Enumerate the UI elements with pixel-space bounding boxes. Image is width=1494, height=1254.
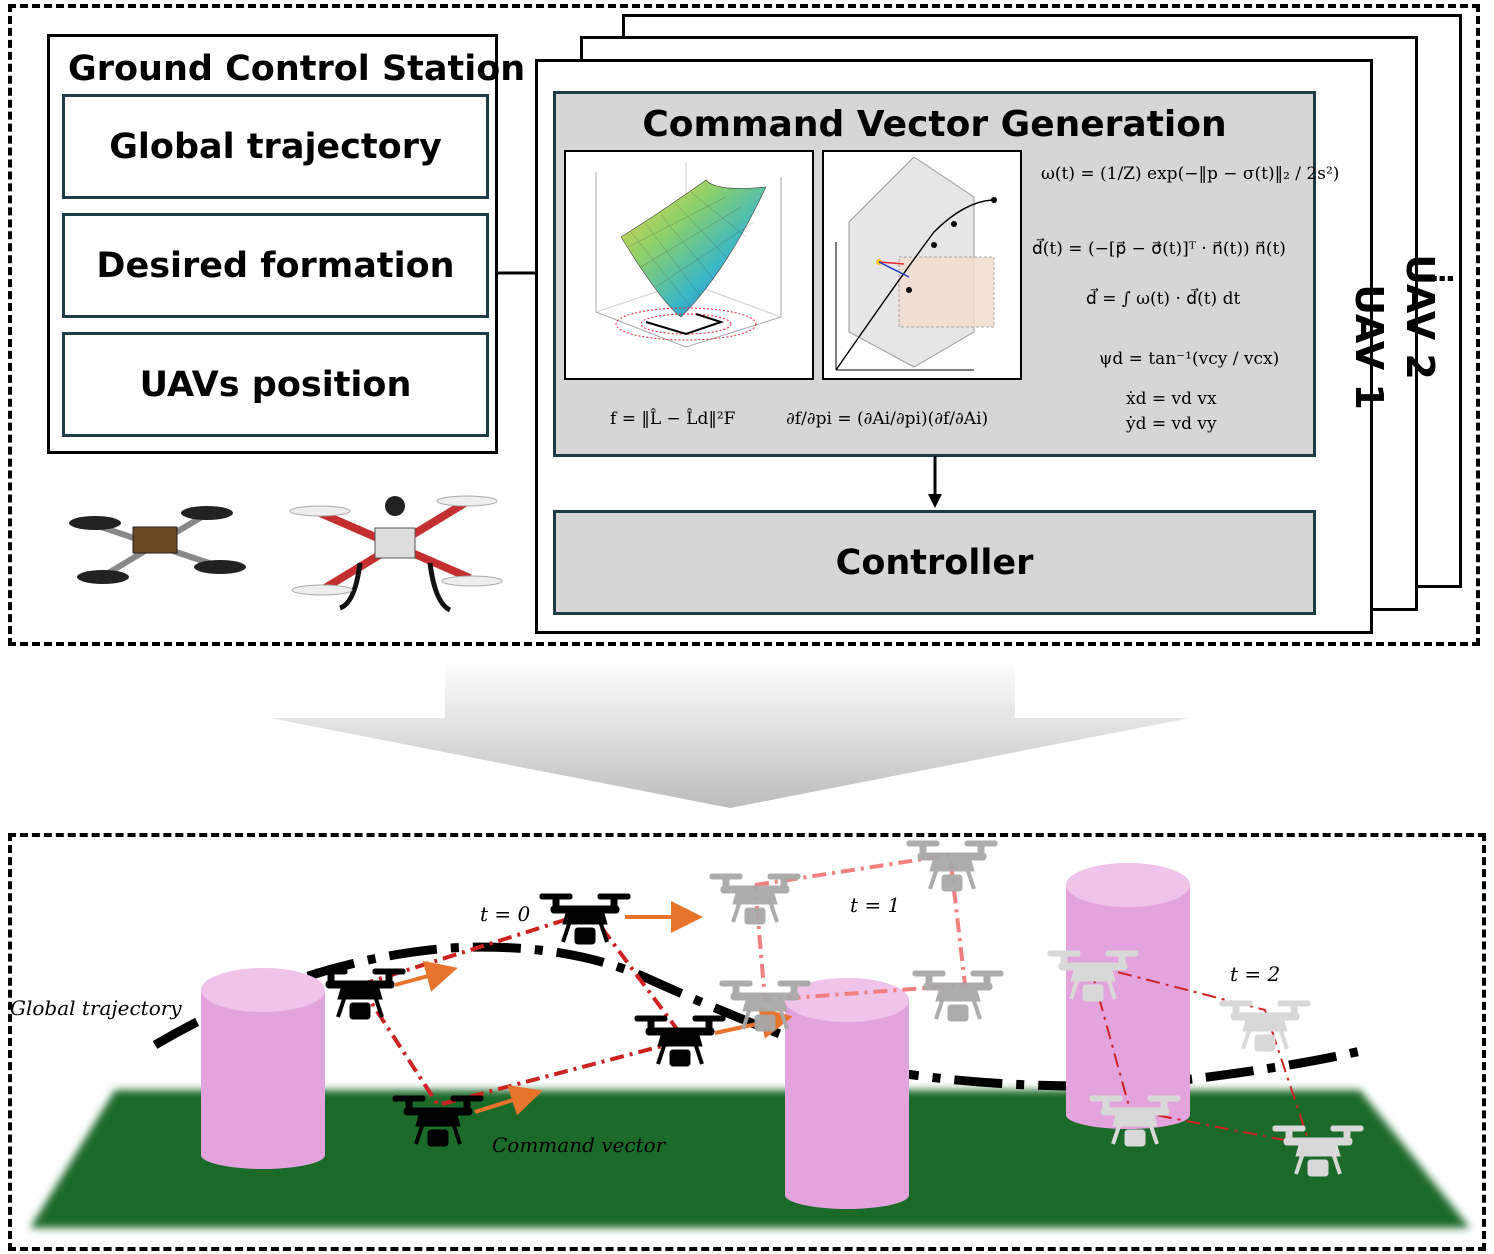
y-dot-equation: ẏd = vd vy: [1126, 414, 1217, 434]
cost-surface-plot: [564, 150, 814, 380]
time-label-t0: t = 0: [480, 902, 531, 926]
small-quadrotor-image: [69, 506, 246, 584]
controller-box: Controller: [553, 510, 1316, 615]
global-trajectory-box: Global trajectory: [62, 94, 489, 199]
cvg-to-controller-arrow: [928, 456, 942, 508]
system-frame: [8, 4, 1480, 646]
uav-1-label: UAV 1: [1346, 284, 1391, 410]
time-label-t1: t = 1: [850, 893, 901, 917]
f450-quadrotor-image: [289, 495, 503, 613]
more-uavs-ellipsis: ⋮: [1425, 264, 1459, 293]
omega-equation: ω(t) = (1/Z) exp(−‖p − σ(t)‖₂ / 2s²): [1041, 164, 1340, 184]
scenario-frame: [8, 833, 1486, 1251]
cvg-title: Command Vector Generation: [642, 104, 1227, 145]
psi-equation: ψd = tan⁻¹(vcy / vcx): [1099, 349, 1280, 369]
command-vector-generation: Command Vector Generation: [553, 91, 1339, 457]
uavs-position-box: UAVs position: [62, 332, 489, 437]
x-dot-equation: ẋd = vd vx: [1126, 389, 1217, 409]
global-trajectory-label: Global trajectory: [10, 996, 182, 1020]
desired-formation-box: Desired formation: [62, 213, 489, 318]
time-label-t2: t = 2: [1230, 962, 1281, 986]
d-integral-equation: d⃗ = ∫ ω(t) · d⃗(t) dt: [1086, 289, 1241, 309]
cost-function-equation: f = ‖L̂ − L̂d‖²F: [610, 409, 736, 429]
ground-control-station: Ground Control Station Global trajectory…: [47, 34, 525, 454]
command-vector-label: Command vector: [492, 1133, 666, 1157]
d-vector-equation: d⃗(t) = (−[p⃗ − σ⃗(t)]ᵀ · n⃗(t)) n⃗(t): [1032, 239, 1286, 259]
gcs-title: Ground Control Station: [68, 49, 526, 89]
gradient-equation: ∂f/∂pi = (∂Ai/∂pi)(∂f/∂Ai): [786, 409, 989, 429]
transition-arrow: [270, 660, 1190, 808]
trajectory-geometry-plot: [822, 150, 1022, 380]
